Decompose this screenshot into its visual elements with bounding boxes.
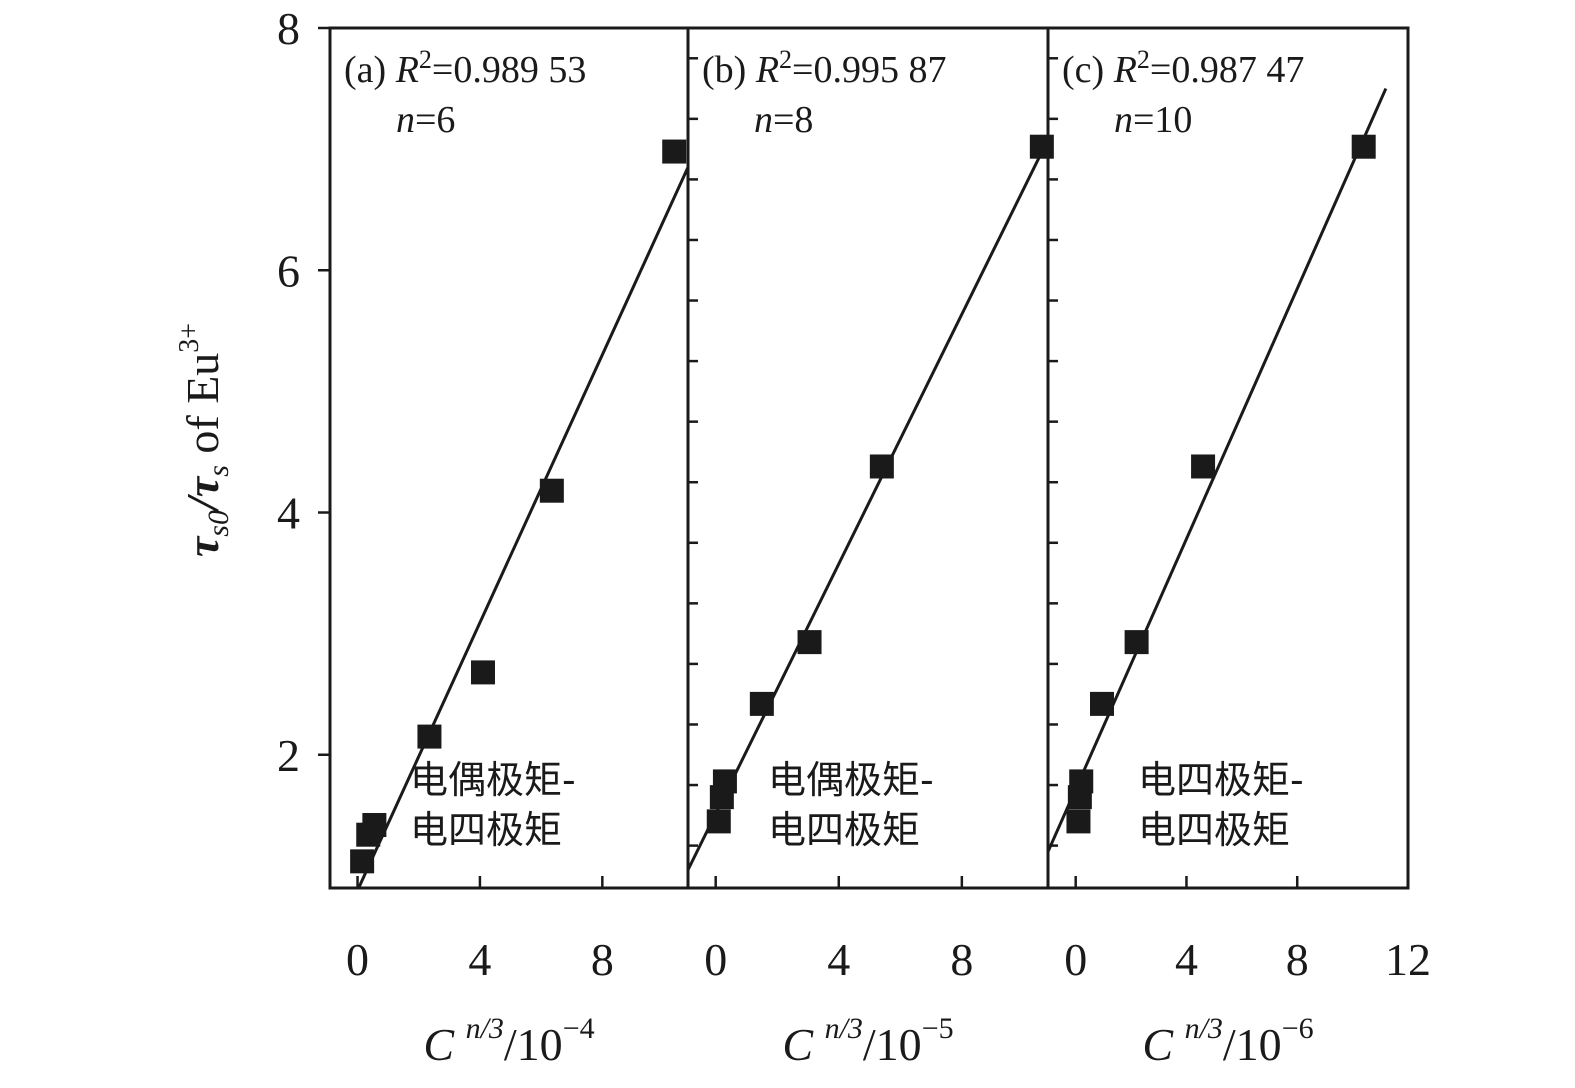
y-axis-ticks: 2 4 6 8	[277, 3, 330, 781]
panel-note-line: 电四极矩	[1138, 808, 1290, 852]
data-point	[417, 724, 442, 749]
x-tick-label: 4	[1175, 934, 1198, 985]
x-axis-label: C n/3/10−4	[423, 1012, 594, 1070]
data-point	[1029, 134, 1054, 159]
x-tick-label: 8	[950, 934, 973, 985]
ylabel-base: τ	[177, 535, 228, 557]
data-point	[1191, 454, 1216, 479]
ylabel-sub2: s	[202, 465, 235, 477]
data-point	[1124, 630, 1149, 655]
y-tick-label: 2	[277, 730, 300, 781]
data-point	[869, 454, 894, 479]
x-axis-label: C n/3/10−5	[782, 1012, 953, 1070]
data-point	[797, 630, 822, 655]
data-point	[1069, 769, 1094, 794]
ylabel-tail: of Eu	[177, 353, 228, 465]
x-axis-label: C n/3/10−6	[1142, 1012, 1313, 1070]
panel-n-annotation: n=6	[396, 99, 455, 141]
ylabel-mid: /τ	[177, 475, 228, 513]
panel-frame	[1046, 26, 1410, 890]
data-point	[662, 139, 687, 164]
svg-text:τs0/τs of Eu3+: τs0/τs of Eu3+	[174, 323, 235, 557]
x-tick-label: 12	[1385, 934, 1431, 985]
panel-n-annotation: n=8	[754, 99, 813, 141]
ylabel-sub1: s0	[202, 510, 235, 537]
x-tick-label: 8	[591, 934, 614, 985]
x-tick-label: 8	[1286, 934, 1309, 985]
fit-line	[688, 138, 1048, 871]
y-tick-label: 4	[277, 488, 300, 539]
panel-note-line: 电四极矩	[410, 808, 562, 852]
data-point	[539, 478, 564, 503]
panel-r2-annotation: (a) R2=0.989 53	[344, 45, 586, 91]
y-tick-label: 8	[277, 3, 300, 54]
x-tick-label: 4	[468, 934, 491, 985]
data-point	[706, 809, 731, 834]
panel-note-line: 电四极矩	[768, 808, 920, 852]
panel-b: 0 4 8 (b) R2=0.995 87 n=8 电偶极矩- 电四极矩 C n/3/10−5	[686, 26, 1054, 1070]
panels: 0 4 8 (a) R2=0.989 53 n=6 电偶极矩- 电四极矩 C n/3/10−4…	[328, 26, 1431, 1070]
data-point	[1066, 809, 1091, 834]
panel-a: 0 4 8 (a) R2=0.989 53 n=6 电偶极矩- 电四极矩 C n/3/10−4	[328, 26, 690, 1070]
data-point	[1351, 134, 1376, 159]
x-tick-label: 0	[1064, 934, 1087, 985]
data-point	[1090, 691, 1114, 716]
x-tick-label: 0	[346, 934, 369, 985]
data-point	[350, 849, 375, 874]
panel-r2-annotation: (c) R2=0.987 47	[1062, 45, 1304, 91]
ylabel-sup: 3+	[174, 323, 205, 353]
x-tick-label: 4	[827, 934, 850, 985]
panel-c: 0 4 8 12 (c) R2=0.987 47 n=10 电四极矩- 电四极矩 C n/3/1…	[1046, 26, 1431, 1070]
panel-n-annotation: n=10	[1114, 99, 1192, 141]
x-tick-label: 0	[704, 934, 727, 985]
panel-note-line: 电四极矩-	[1138, 758, 1304, 802]
y-tick-label: 6	[277, 245, 300, 296]
data-point	[749, 691, 774, 716]
data-point	[362, 813, 387, 838]
panel-r2-annotation: (b) R2=0.995 87	[702, 45, 946, 91]
data-point	[470, 660, 495, 685]
panel-note-line: 电偶极矩-	[768, 758, 934, 802]
fit-line	[1048, 87, 1388, 853]
fit-line	[356, 166, 688, 888]
data-point	[712, 769, 737, 794]
panel-note-line: 电偶极矩-	[410, 758, 576, 802]
y-axis-label: τs0/τs of Eu3+	[174, 323, 235, 557]
